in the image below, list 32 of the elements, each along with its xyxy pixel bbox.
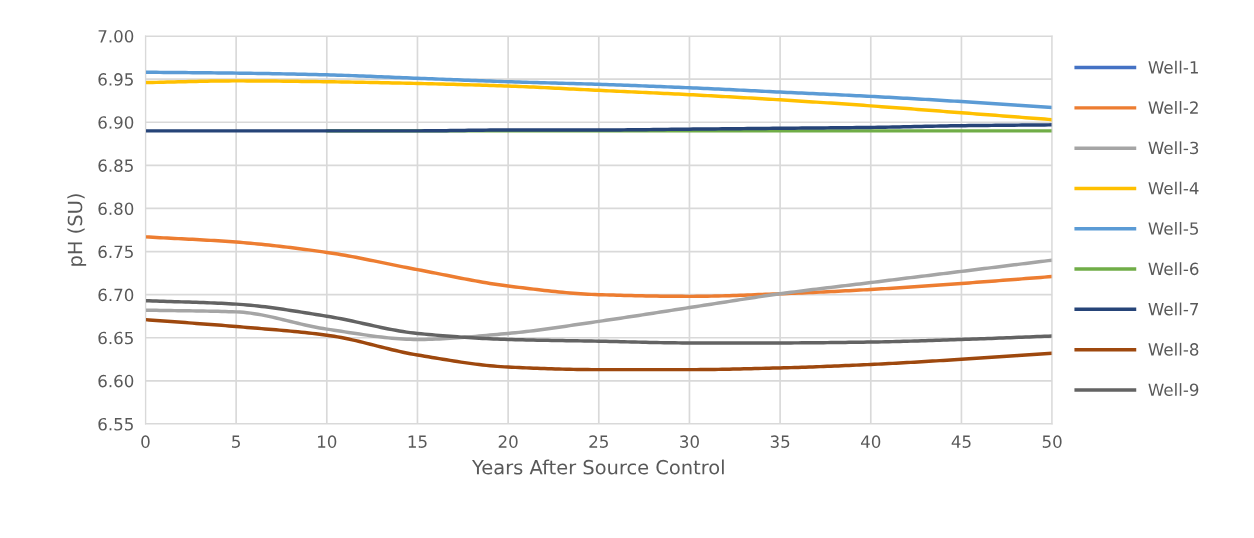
legend-label: Well-3 — [1148, 141, 1199, 155]
legend-label: Well-8 — [1148, 342, 1199, 356]
legend-label: Well-2 — [1148, 101, 1198, 114]
legend-label: Well-7 — [1148, 302, 1199, 316]
x-axis-title: Years After Source Control — [471, 459, 724, 475]
y-tick-label: 6.90 — [98, 116, 134, 129]
y-tick-label: 6.80 — [98, 202, 134, 216]
x-tick-label: 45 — [951, 435, 971, 448]
x-tick-label: 20 — [498, 435, 518, 448]
y-tick-label: 6.70 — [98, 288, 134, 302]
legend-label: Well-9 — [1148, 383, 1199, 397]
x-tick-label: 40 — [860, 435, 881, 448]
x-tick-label: 0 — [141, 435, 150, 448]
legend-label: Well-4 — [1148, 181, 1199, 195]
y-tick-label: 6.65 — [98, 331, 133, 345]
y-axis-title: pH (SU) — [67, 194, 87, 266]
legend-label: Well-5 — [1148, 221, 1199, 235]
y-tick-label: 7.00 — [98, 30, 134, 43]
y-tick-label: 6.85 — [98, 159, 133, 172]
x-tick-label: 10 — [318, 435, 337, 448]
x-tick-label: 35 — [770, 435, 790, 448]
x-tick-label: 15 — [408, 435, 427, 448]
legend-label: Well-6 — [1148, 262, 1199, 276]
legend-label: Well-1 — [1148, 60, 1198, 74]
x-tick-label: 5 — [232, 435, 240, 448]
y-tick-label: 6.75 — [98, 245, 133, 259]
x-tick-label: 25 — [589, 435, 608, 448]
y-tick-label: 6.95 — [98, 73, 133, 86]
x-tick-label: 30 — [680, 435, 699, 448]
y-tick-label: 6.55 — [98, 417, 133, 431]
y-tick-label: 6.60 — [98, 374, 134, 388]
x-tick-label: 50 — [1042, 435, 1062, 448]
